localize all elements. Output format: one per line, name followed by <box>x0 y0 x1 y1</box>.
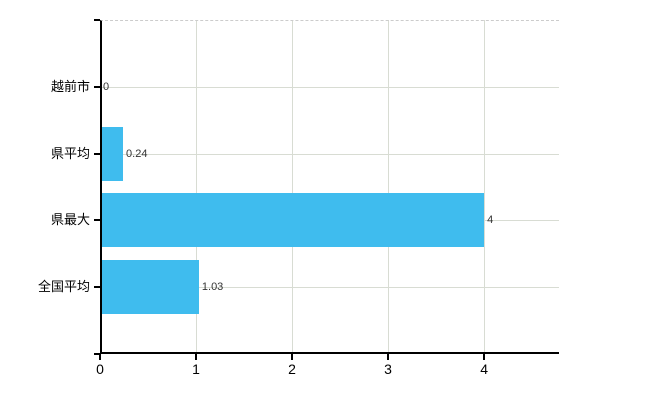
y-gridline <box>100 287 559 289</box>
x-tick-label: 1 <box>192 361 200 377</box>
y-axis-tick <box>94 353 100 355</box>
x-tick-label: 3 <box>384 361 392 377</box>
value-label: 0 <box>103 80 110 93</box>
y-axis-tick <box>94 219 100 222</box>
y-axis-tick <box>94 19 100 21</box>
value-label: 1.03 <box>201 281 224 294</box>
value-label: 0.24 <box>126 147 148 160</box>
x-gridline <box>388 20 390 354</box>
y-gridline <box>100 86 559 88</box>
bar <box>100 126 124 181</box>
category-label: 県平均 <box>50 145 90 161</box>
x-gridline <box>484 20 486 354</box>
y-axis-tick <box>94 85 100 88</box>
value-label: 4 <box>487 214 494 227</box>
x-tick-label: 2 <box>288 361 296 377</box>
bar <box>100 260 199 315</box>
y-axis-tick <box>94 152 100 155</box>
category-label: 県最大 <box>50 212 90 228</box>
x-axis-tick <box>483 354 486 360</box>
x-axis-tick <box>291 354 294 360</box>
y-axis-tick <box>94 286 100 289</box>
x-tick-label: 4 <box>480 361 488 377</box>
x-axis-tick <box>99 354 101 360</box>
x-axis-tick <box>387 354 390 360</box>
y-gridline <box>100 153 559 155</box>
bar <box>100 193 485 248</box>
x-tick-label: 0 <box>96 361 104 377</box>
category-label: 全国平均 <box>37 279 90 295</box>
category-label: 越前市 <box>50 78 90 94</box>
x-gridline <box>292 20 294 354</box>
x-gridline <box>196 20 198 354</box>
x-axis-tick <box>195 354 198 360</box>
